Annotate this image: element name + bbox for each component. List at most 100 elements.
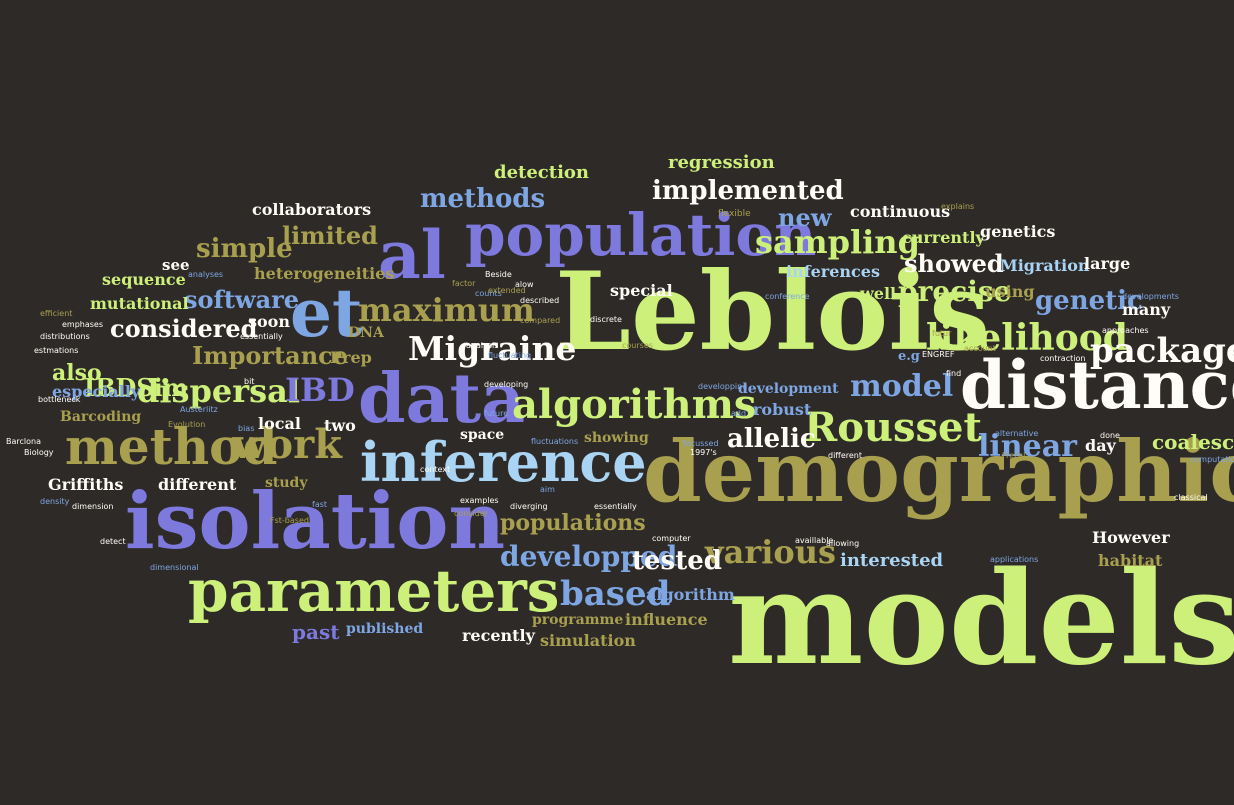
word: Migration (1000, 256, 1090, 275)
word: availlable (795, 536, 834, 545)
word: allowing (826, 539, 860, 548)
word: Biology (24, 448, 54, 457)
word: genetics (980, 222, 1056, 241)
word: two (324, 416, 356, 435)
word: add (731, 409, 747, 418)
word: coalescent (1152, 430, 1234, 454)
word: demographic (643, 422, 1234, 521)
word: genetic (1035, 286, 1143, 316)
word: habitat (1098, 551, 1163, 570)
word: package (1090, 331, 1234, 371)
word: development (738, 381, 839, 397)
word: analyses (188, 270, 224, 279)
word: model (850, 369, 954, 404)
word: dispersal (137, 372, 301, 410)
word: applications (990, 555, 1039, 564)
word: contraction (1040, 354, 1086, 363)
word: various (705, 533, 836, 571)
word: software (184, 285, 300, 314)
word: bottleneck (38, 395, 81, 404)
word: diverging (510, 502, 548, 511)
word: large (1084, 254, 1131, 273)
word: special (610, 281, 673, 300)
word: study (265, 475, 308, 491)
word: simple (196, 234, 293, 264)
word: new (778, 203, 832, 232)
word: collaborators (252, 200, 372, 219)
word: computation (1190, 455, 1234, 464)
word: 1997's (690, 448, 717, 457)
word: developping (698, 382, 748, 391)
word: IBDSim (84, 373, 189, 402)
word: day (1085, 436, 1116, 455)
word: heterogeneities (254, 264, 395, 283)
word: different (828, 451, 862, 460)
word: Importance (192, 341, 349, 370)
word: especially (52, 382, 141, 401)
word: recently (462, 626, 535, 645)
word: mutational (90, 294, 189, 313)
word: inference (360, 430, 647, 494)
word: distributions (40, 332, 90, 341)
word: based (560, 574, 671, 614)
word: Austerlitz (180, 405, 218, 414)
word: Migraine (408, 329, 577, 368)
word: regression (668, 152, 775, 173)
word: Rousset (804, 404, 982, 451)
word: density (40, 497, 70, 506)
word: considered (110, 314, 258, 343)
word: programme (532, 612, 624, 628)
word: bit (244, 377, 255, 386)
word: distance (960, 346, 1234, 424)
word: precise (898, 275, 1012, 308)
word: developped (500, 540, 678, 573)
word: influence (625, 610, 708, 629)
word: bias (238, 424, 255, 433)
word: developing (484, 380, 529, 389)
word: future (484, 409, 509, 418)
word: local (258, 414, 301, 433)
word: Griffiths (48, 475, 124, 494)
word: continuous (850, 202, 951, 221)
word: IBD (285, 371, 355, 409)
word: Fst-based (270, 516, 309, 525)
word: allelic (727, 424, 816, 454)
word: context (420, 465, 451, 474)
word: soon (248, 312, 290, 331)
word: developments (1122, 292, 1179, 301)
word: Barclona (6, 437, 41, 446)
word: showed (904, 249, 1004, 278)
word: interested (840, 550, 944, 571)
word: done (1100, 431, 1120, 440)
word: futur (932, 329, 952, 338)
word: isolation (125, 476, 506, 567)
word: population (465, 201, 817, 269)
word: Frezal (1002, 451, 1026, 460)
word: However (1092, 528, 1170, 547)
word: Beside (485, 270, 512, 279)
word: estmations (34, 346, 79, 355)
word: fluctuating (488, 351, 532, 360)
word: likelihood (926, 317, 1128, 359)
word: focussed (683, 439, 719, 448)
word: consider (454, 509, 489, 518)
word: compared (520, 316, 561, 325)
word: robust (753, 400, 812, 419)
word: conference (765, 292, 810, 301)
word: Barcoding (60, 409, 142, 425)
word: sampling (755, 223, 920, 261)
word: detect (100, 537, 126, 546)
word: Evolution (168, 420, 206, 429)
word: tested (632, 546, 722, 576)
word: data (358, 359, 526, 439)
word: essentially (240, 332, 283, 341)
word: computer (652, 534, 691, 543)
word: linear (978, 429, 1077, 464)
word: algorithm (646, 585, 735, 604)
word: et (290, 274, 363, 352)
word: account (964, 344, 996, 353)
word: alternative (995, 429, 1039, 438)
word: sequence (102, 270, 186, 289)
word: detection (494, 162, 590, 183)
word: factor (452, 279, 476, 288)
